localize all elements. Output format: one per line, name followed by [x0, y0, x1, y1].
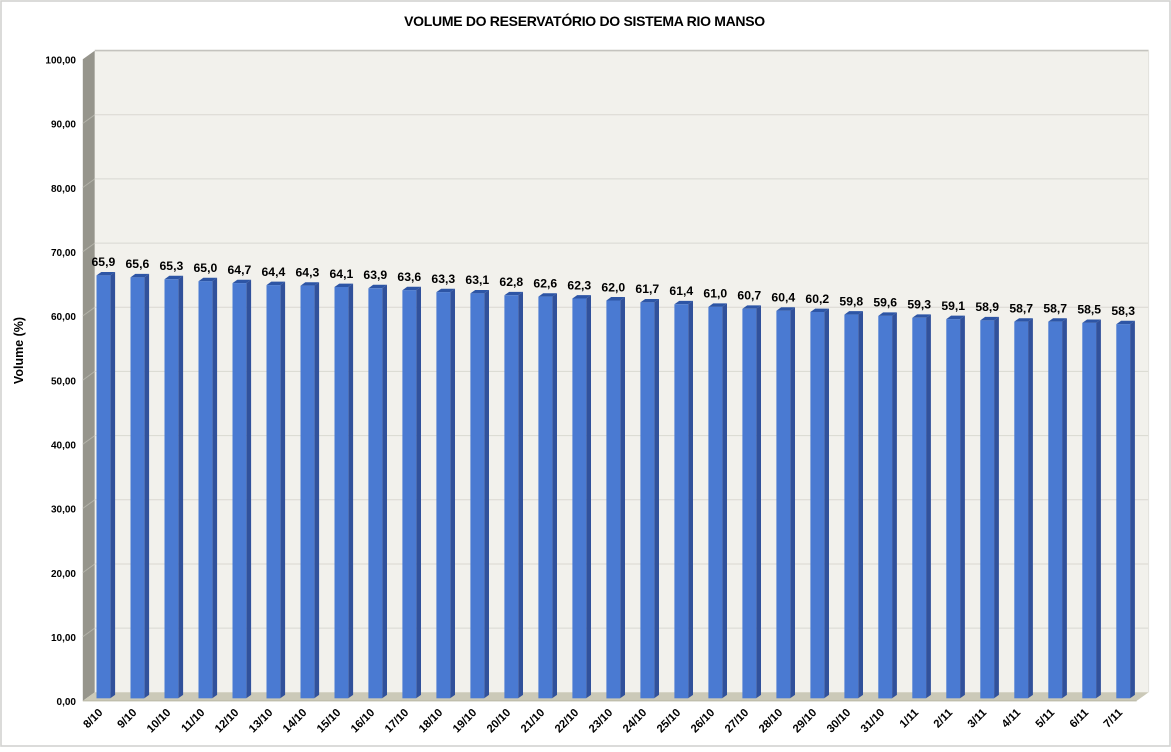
svg-text:65,9: 65,9 [92, 255, 116, 269]
svg-text:58,7: 58,7 [1043, 301, 1067, 315]
svg-text:65,6: 65,6 [126, 257, 150, 271]
svg-text:63,9: 63,9 [363, 268, 387, 282]
svg-text:60,2: 60,2 [805, 292, 829, 306]
svg-text:64,7: 64,7 [228, 263, 252, 277]
svg-text:VOLUME DO RESERVATÓRIO DO SIST: VOLUME DO RESERVATÓRIO DO SISTEMA RIO MA… [404, 12, 765, 29]
svg-text:10,00: 10,00 [51, 633, 76, 644]
svg-text:63,6: 63,6 [397, 270, 421, 284]
svg-text:62,8: 62,8 [499, 275, 523, 289]
svg-text:64,1: 64,1 [330, 267, 354, 281]
svg-text:58,3: 58,3 [1111, 304, 1135, 318]
svg-text:58,5: 58,5 [1077, 303, 1101, 317]
svg-text:40,00: 40,00 [51, 441, 76, 452]
svg-text:59,1: 59,1 [941, 299, 965, 313]
svg-text:61,4: 61,4 [669, 284, 693, 298]
svg-text:63,1: 63,1 [465, 273, 489, 287]
svg-text:64,4: 64,4 [262, 265, 286, 279]
svg-text:60,7: 60,7 [737, 289, 761, 303]
svg-text:61,0: 61,0 [703, 287, 727, 301]
svg-text:62,3: 62,3 [567, 278, 591, 292]
svg-text:59,6: 59,6 [873, 296, 897, 310]
svg-text:50,00: 50,00 [51, 376, 76, 387]
svg-text:62,0: 62,0 [601, 280, 625, 294]
svg-text:58,9: 58,9 [975, 300, 999, 314]
svg-text:30,00: 30,00 [51, 505, 76, 516]
svg-text:58,7: 58,7 [1009, 301, 1033, 315]
svg-text:0,00: 0,00 [57, 697, 77, 708]
svg-text:64,3: 64,3 [296, 266, 320, 280]
svg-text:90,00: 90,00 [51, 120, 76, 131]
svg-text:59,3: 59,3 [907, 298, 931, 312]
svg-text:65,0: 65,0 [194, 261, 218, 275]
svg-text:63,3: 63,3 [431, 272, 455, 286]
svg-text:59,8: 59,8 [839, 294, 863, 308]
svg-text:Volume (%): Volume (%) [12, 317, 26, 384]
svg-text:20,00: 20,00 [51, 569, 76, 580]
svg-text:80,00: 80,00 [51, 184, 76, 195]
svg-text:65,3: 65,3 [160, 259, 184, 273]
svg-text:60,00: 60,00 [51, 312, 76, 323]
svg-text:61,7: 61,7 [635, 282, 659, 296]
svg-text:100,00: 100,00 [45, 56, 76, 67]
svg-text:60,4: 60,4 [771, 291, 795, 305]
svg-text:70,00: 70,00 [51, 248, 76, 259]
svg-text:62,6: 62,6 [533, 276, 557, 290]
